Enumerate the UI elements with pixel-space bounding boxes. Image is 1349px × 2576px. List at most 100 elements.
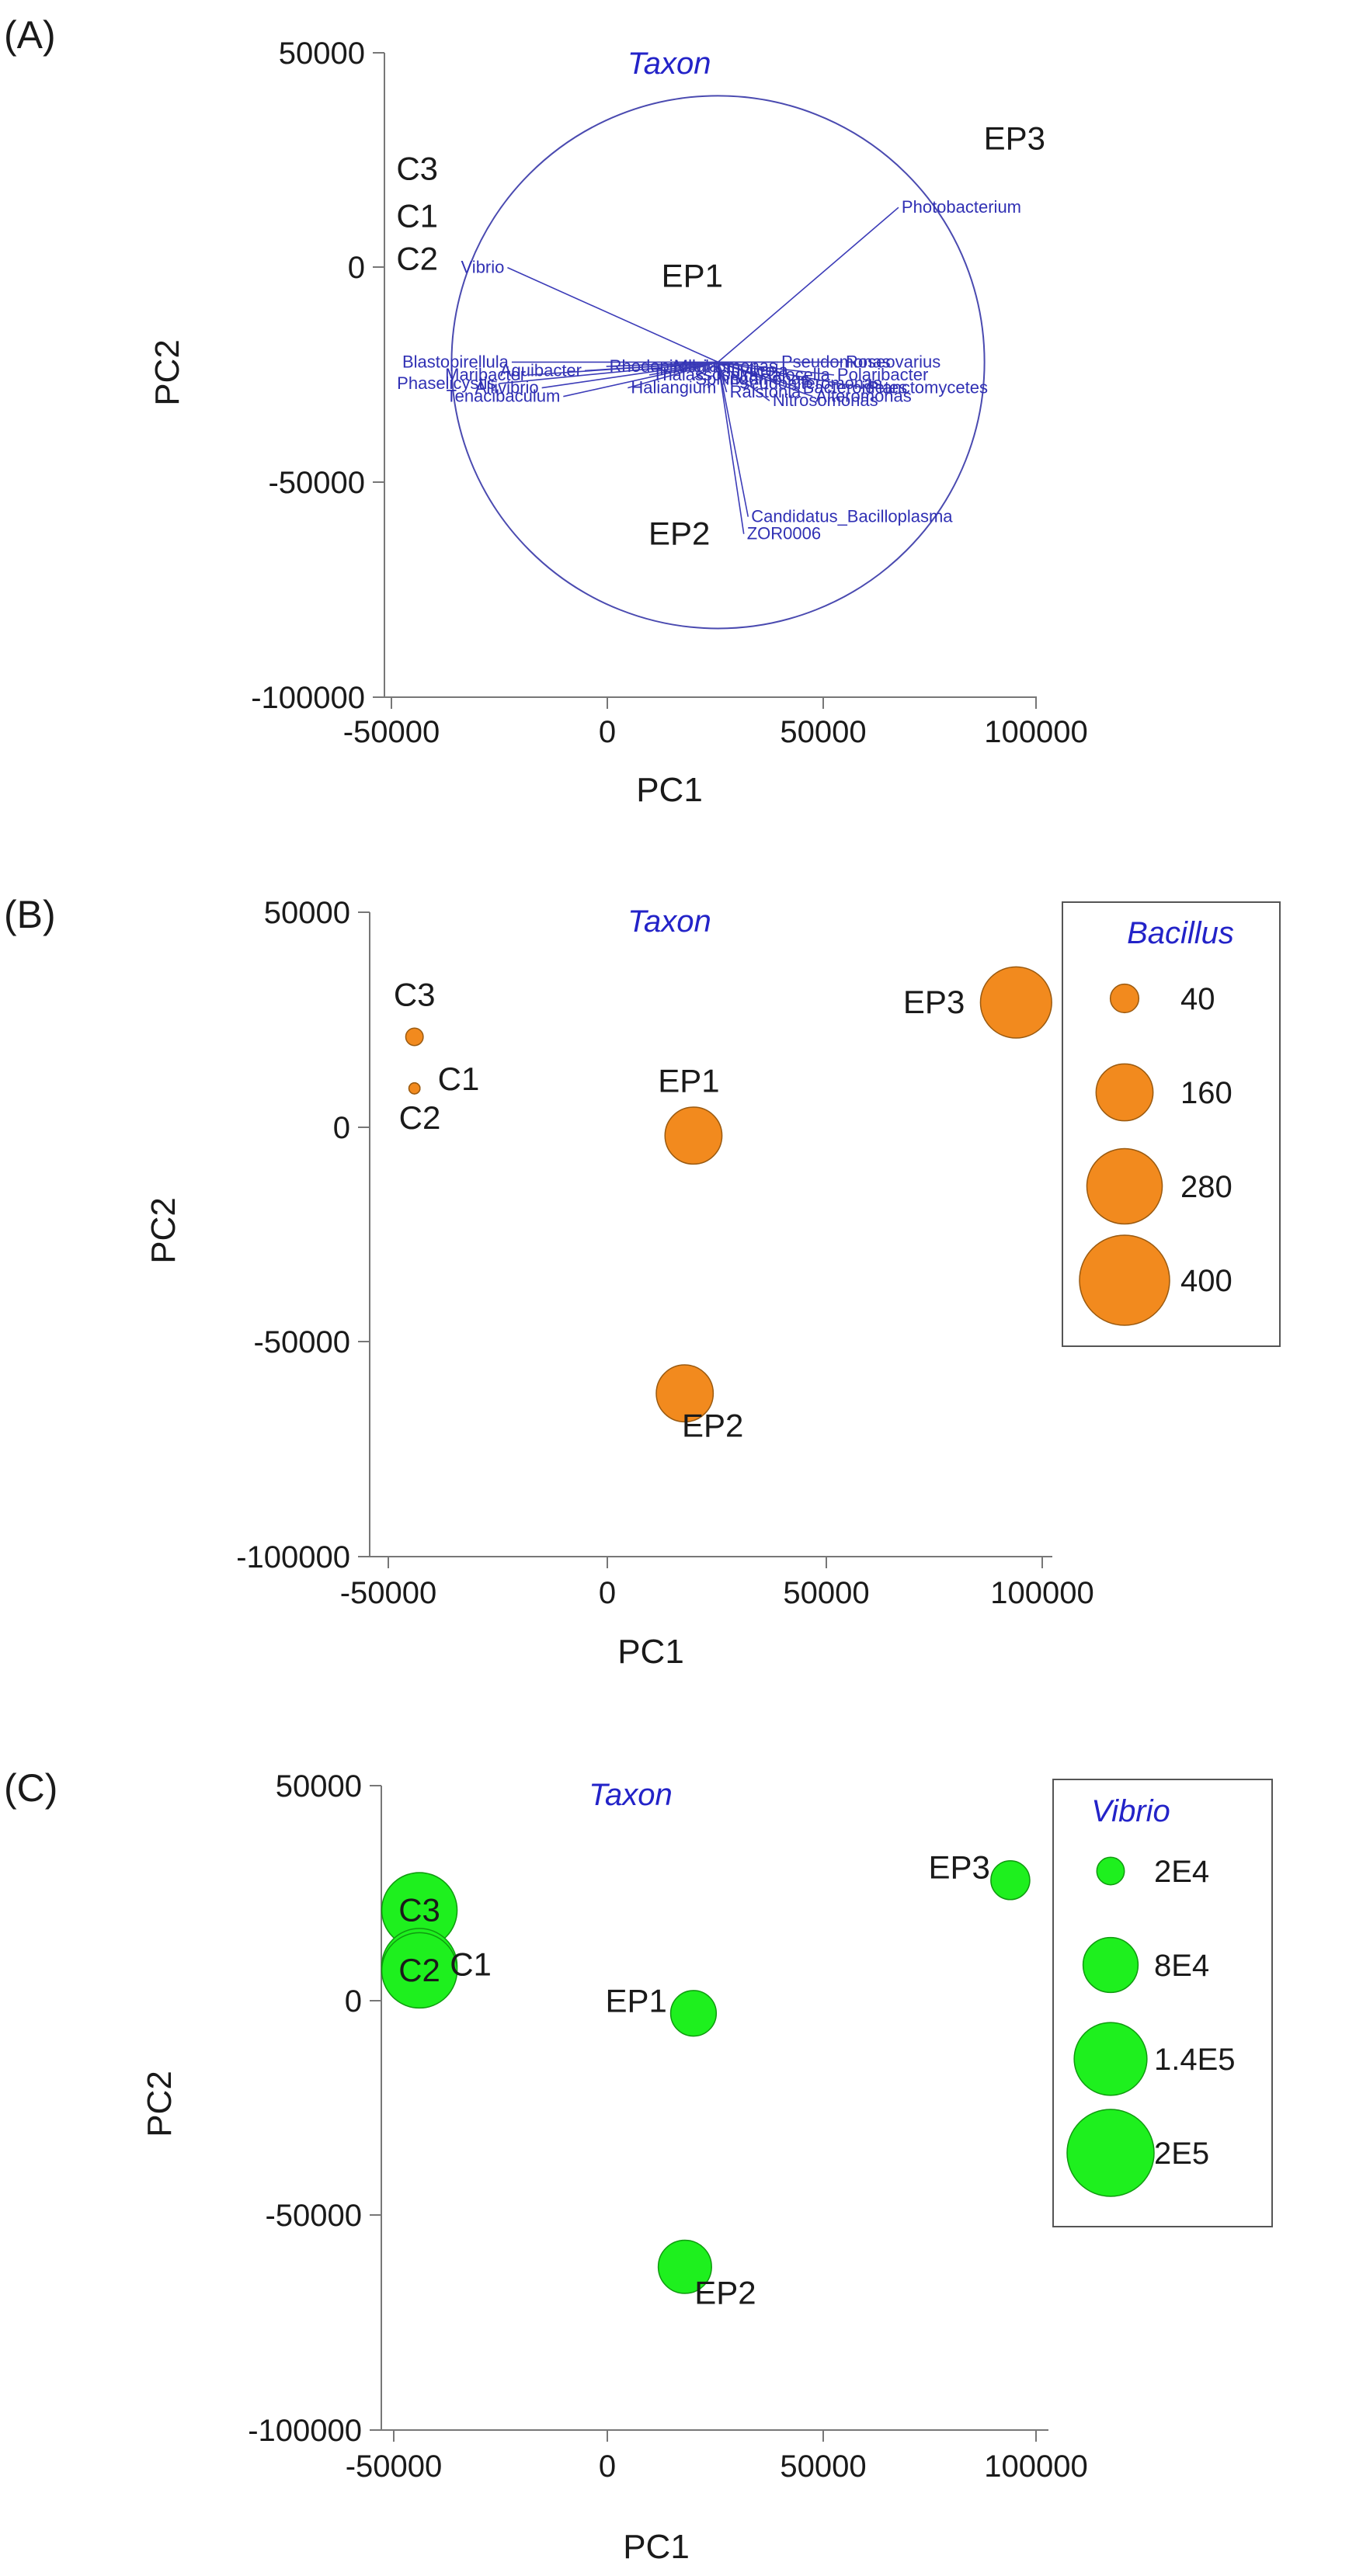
panel-a-sample-label: C1 <box>396 197 438 234</box>
panel-b-legend-title: Bacillus <box>1127 916 1234 950</box>
panel-b-ytick-group: 50000 0 -50000 -100000 <box>236 896 370 1574</box>
panel-a-vector-label: Phaselicystis <box>397 373 495 393</box>
panel-a-vector-label: Nitrosomonas <box>773 391 878 410</box>
panel-b-legend-label: 280 <box>1180 1170 1233 1204</box>
panel-a-ytick-label: 50000 <box>279 36 365 71</box>
panel-a-loading-vector <box>563 361 718 398</box>
panel-a-loading-vector <box>713 362 719 371</box>
panel-a-vector-label: Roseovarius <box>846 352 940 371</box>
panel-b-legend-bubble <box>1086 1147 1163 1225</box>
panel-a-loading-vector <box>628 361 718 389</box>
panel-b-bubble <box>655 1364 714 1423</box>
panel-a-loading-vector <box>717 362 728 393</box>
panel-a-vector-label: Vibrio <box>461 258 505 277</box>
panel-a-xtick-label: 100000 <box>984 715 1087 749</box>
panel-a: (A) Taxon 50000 0 -50000 -100000 -50000 … <box>4 13 1088 809</box>
panel-c-legend-bubble <box>1073 2022 1148 2096</box>
panel-c-ytick-label: 50000 <box>276 1769 362 1804</box>
panel-a-ytick-label: 0 <box>348 251 365 285</box>
panel-a-xtick-label: -50000 <box>343 715 440 749</box>
panel-a-loading-vector <box>691 361 718 380</box>
panel-a-loading-vector <box>718 361 770 401</box>
panel-a-vector-label: Candidatus_Bacilloplasma <box>751 507 953 526</box>
panel-b-bubble <box>405 1027 424 1047</box>
panel-a-ytick-label: -100000 <box>251 681 365 715</box>
panel-c-plot-area: C3 C1 C2 EP1 EP2 EP3 <box>381 1849 1031 2311</box>
panel-a-loading-vector <box>718 361 864 389</box>
panel-a-vector-label: Thalassospira <box>652 365 760 384</box>
panel-b-letter: (B) <box>4 893 56 936</box>
panel-b-xtick-group: -50000 0 50000 100000 <box>340 1557 1094 1610</box>
panel-b-legend-bubble <box>1109 983 1140 1014</box>
panel-c-sample-label: C2 <box>398 1952 440 1988</box>
panel-b-bubble <box>979 966 1052 1039</box>
panel-b: (B) Taxon 50000 0 -50000 -100000 -50000 … <box>4 893 1281 1671</box>
panel-a-ytick-label: -50000 <box>268 466 365 500</box>
panel-a-vector-label: Fluviicola <box>717 360 788 380</box>
panel-a-loading-vector <box>718 207 899 363</box>
panel-b-legend-label: 400 <box>1180 1264 1233 1298</box>
panel-b-sample-label: C2 <box>399 1099 441 1136</box>
panel-a-vector-label: Maribacter <box>445 365 526 384</box>
panel-b-legend-bubble <box>1095 1063 1154 1122</box>
panel-c-xtick-label: 50000 <box>780 2449 866 2484</box>
panel-b-ytick-label: 50000 <box>264 896 350 930</box>
panel-a-loading-vector <box>507 266 718 363</box>
panel-c-xtick-group: -50000 0 50000 100000 <box>346 2430 1088 2484</box>
panel-a-vector-label: Aliivibrio <box>475 378 539 398</box>
panel-a-vector-label: Planctomycetes <box>867 378 988 398</box>
panel-c-legend-label: 8E4 <box>1154 1949 1209 1983</box>
panel-b-sample-label: EP2 <box>682 1408 743 1444</box>
panel-a-plot-area: Photobacterium Vibrio Candidatus_Bacillopl… <box>396 95 1045 630</box>
panel-a-vector-label: Alteromonas <box>815 387 912 406</box>
panel-b-legend: Bacillus 40 160 280 400 <box>1062 901 1281 1347</box>
panel-c-letter: (C) <box>4 1766 57 1810</box>
panel-b-sample-label: EP3 <box>903 984 965 1020</box>
panel-a-x-axis-title: PC1 <box>636 771 703 809</box>
panel-c-legend-title: Vibrio <box>1091 1794 1170 1828</box>
panel-b-legend-label: 160 <box>1180 1076 1233 1110</box>
panel-b-x-axis-title: PC1 <box>617 1633 684 1671</box>
panel-c-bubble <box>381 1932 458 2009</box>
panel-c-legend-bubble <box>1066 2109 1155 2197</box>
panel-a-vector-label: Blastopirellula <box>402 352 509 371</box>
panel-b-sample-label: C3 <box>394 976 436 1012</box>
panel-a-sample-label: EP1 <box>662 258 723 294</box>
panel-a-sample-label: EP2 <box>648 516 710 552</box>
panel-b-y-axis-title: PC2 <box>144 1197 183 1264</box>
panel-a-loading-vector <box>718 361 835 376</box>
panel-a-taxon-title: Taxon <box>628 47 711 81</box>
panel-b-legend-bubble <box>1079 1234 1170 1326</box>
panel-a-vector-label: Aquibacter <box>500 360 582 380</box>
panel-b-ytick-label: 0 <box>333 1111 350 1145</box>
panel-c-legend: Vibrio 2E4 8E4 1.4E5 2E5 <box>1052 1779 1273 2227</box>
panel-c-ytick-label: -100000 <box>248 2414 362 2448</box>
panel-a-loading-vector <box>718 361 757 376</box>
panel-a-loading-vector <box>529 361 718 376</box>
panel-a-xtick-label: 50000 <box>780 715 866 749</box>
panel-b-sample-label: C1 <box>438 1061 480 1097</box>
panel-a-loading-vector <box>648 361 718 376</box>
panel-a-vector-label: Tenacibaculum <box>447 387 561 406</box>
panel-c-bubble <box>669 1990 718 2037</box>
panel-b-xtick-label: 0 <box>599 1576 616 1610</box>
panel-a-sample-label: C3 <box>396 150 438 186</box>
panel-b-xtick-label: -50000 <box>340 1576 437 1610</box>
panel-a-vector-label: Haliangium <box>631 378 716 398</box>
panel-b-sample-label: EP1 <box>658 1063 719 1099</box>
panel-a-vector-label: Photobacterium <box>902 197 1021 217</box>
panel-a-correlation-circle <box>450 95 986 630</box>
panel-c-bubble <box>657 2239 712 2294</box>
panel-a-vector-label: Bacteroidetes <box>803 378 908 398</box>
panel-b-ytick-label: -50000 <box>253 1325 350 1359</box>
panel-a-sample-label: C2 <box>396 241 438 277</box>
panel-c-ytick-label: 0 <box>345 1984 362 2019</box>
panel-c-legend-items: 2E4 8E4 1.4E5 2E5 <box>1066 1855 1236 2197</box>
panel-c: (C) Taxon 50000 0 -50000 -100000 -50000 … <box>4 1766 1273 2566</box>
panel-b-ytick-label: -100000 <box>236 1540 350 1574</box>
panel-a-letter: (A) <box>4 13 56 57</box>
panel-c-xtick-label: -50000 <box>346 2449 443 2484</box>
panel-b-taxon-title: Taxon <box>628 904 711 939</box>
